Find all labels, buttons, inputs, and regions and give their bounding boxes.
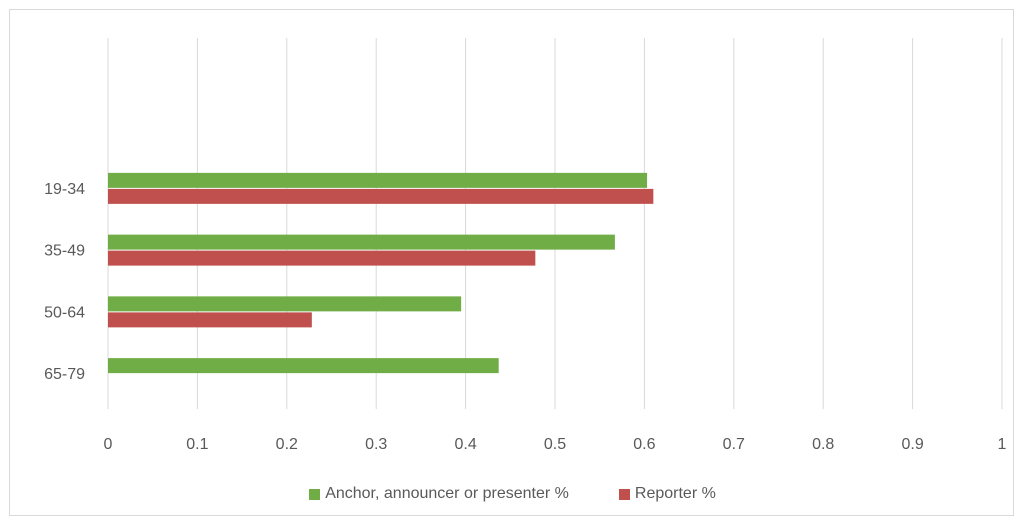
legend-label-reporter: Reporter % (634, 485, 716, 502)
x-tick-label: 1 (998, 436, 1007, 453)
x-tick-label: 0.7 (723, 436, 745, 453)
legend-item-reporter: Reporter % (618, 485, 716, 503)
bar-anchor (108, 172, 648, 188)
legend-swatch-anchor (309, 488, 321, 500)
category-label: 65-79 (44, 366, 85, 383)
legend-item-anchor: Anchor, announcer or presenter % (309, 485, 569, 503)
category-labels: 19-34 35-49 50-64 65-79 (44, 181, 85, 383)
bar-anchor (108, 358, 499, 374)
gridlines (107, 38, 1003, 409)
x-tick-label: 0.6 (633, 436, 655, 453)
legend-swatch-reporter (618, 488, 630, 500)
bar-anchor (108, 234, 615, 250)
legend: Anchor, announcer or presenter % Reporte… (0, 482, 1025, 506)
x-tick-label: 0.8 (812, 436, 834, 453)
bar-reporter (108, 188, 654, 204)
x-tick-label: 0.4 (454, 436, 476, 453)
x-tick-label: 0 (104, 436, 113, 453)
x-tick-label: 0.9 (901, 436, 923, 453)
bar-anchor (108, 296, 462, 312)
legend-label-anchor: Anchor, announcer or presenter % (325, 485, 569, 502)
category-label: 19-34 (44, 181, 85, 198)
x-tick-label: 0.1 (186, 436, 208, 453)
x-tick-label: 0.2 (276, 436, 298, 453)
bars (108, 172, 654, 374)
category-label: 50-64 (44, 304, 85, 321)
x-tick-label: 0.3 (365, 436, 387, 453)
category-label: 35-49 (44, 243, 85, 260)
bar-reporter (108, 250, 536, 266)
bar-reporter (108, 312, 312, 328)
x-tick-label: 0.5 (544, 436, 566, 453)
x-tick-labels: 0 0.1 0.2 0.3 0.4 0.5 0.6 0.7 0.8 0.9 1 (104, 436, 1007, 453)
